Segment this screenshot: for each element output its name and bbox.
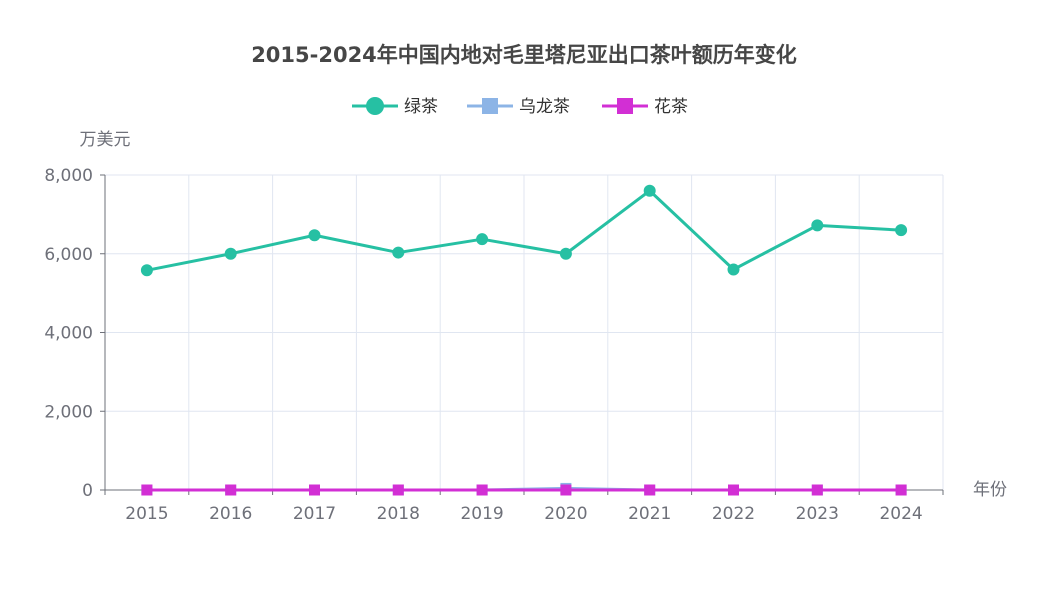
data-point bbox=[643, 184, 656, 197]
chart-title: 2015-2024年中国内地对毛里塔尼亚出口茶叶额历年变化 bbox=[251, 43, 797, 67]
data-point bbox=[728, 484, 739, 496]
x-tick-label: 2023 bbox=[796, 504, 839, 524]
data-point bbox=[644, 484, 656, 496]
legend-item: 花茶 bbox=[602, 97, 688, 117]
data-point bbox=[811, 484, 823, 496]
data-point bbox=[476, 484, 488, 496]
legend-label: 乌龙茶 bbox=[519, 97, 570, 117]
data-point bbox=[141, 484, 153, 496]
x-tick-label: 2018 bbox=[377, 504, 420, 524]
series-group bbox=[141, 484, 907, 496]
y-tick-label: 8,000 bbox=[44, 166, 93, 186]
data-point bbox=[476, 233, 489, 246]
data-point bbox=[224, 247, 237, 260]
legend-label: 绿茶 bbox=[404, 97, 438, 117]
y-tick-label: 0 bbox=[82, 481, 93, 501]
grid bbox=[105, 174, 944, 490]
data-point bbox=[560, 484, 572, 496]
series-layer bbox=[140, 184, 908, 496]
x-tick-label: 2024 bbox=[879, 504, 922, 524]
data-point bbox=[727, 263, 740, 276]
series-group bbox=[140, 184, 908, 277]
legend-marker bbox=[617, 98, 633, 114]
x-tick-label: 2017 bbox=[293, 504, 336, 524]
data-point bbox=[225, 484, 237, 496]
data-point bbox=[309, 484, 320, 496]
data-point bbox=[140, 264, 153, 277]
data-point bbox=[895, 224, 908, 237]
series-line bbox=[146, 189, 902, 272]
legend-label: 花茶 bbox=[654, 97, 688, 117]
data-point bbox=[811, 219, 824, 232]
y-tick-label: 2,000 bbox=[44, 402, 93, 422]
x-tick-label: 2021 bbox=[628, 504, 671, 524]
x-axis-title: 年份 bbox=[973, 480, 1007, 500]
x-tick-label: 2016 bbox=[209, 504, 252, 524]
y-axis-title: 万美元 bbox=[80, 130, 131, 150]
x-tick-label: 2020 bbox=[544, 504, 587, 524]
data-point bbox=[308, 229, 321, 242]
x-tick-label: 2022 bbox=[712, 504, 755, 524]
legend-item: 乌龙茶 bbox=[467, 97, 570, 117]
x-tick-label: 2015 bbox=[125, 504, 168, 524]
data-point bbox=[392, 484, 404, 496]
y-tick-label: 6,000 bbox=[44, 245, 93, 265]
legend-item: 绿茶 bbox=[352, 97, 438, 117]
axes: 0 2,000 4,000 6,000 8,000 2015 2016 2017 2018 201… bbox=[44, 166, 944, 524]
legend-marker bbox=[482, 98, 498, 114]
x-tick-label: 2019 bbox=[460, 504, 503, 524]
data-point bbox=[895, 484, 907, 496]
data-point bbox=[559, 247, 572, 260]
legend-marker bbox=[366, 97, 384, 115]
legend: 绿茶 乌龙茶 花茶 bbox=[352, 97, 688, 117]
y-tick-label: 4,000 bbox=[44, 324, 93, 344]
data-point bbox=[392, 246, 405, 259]
